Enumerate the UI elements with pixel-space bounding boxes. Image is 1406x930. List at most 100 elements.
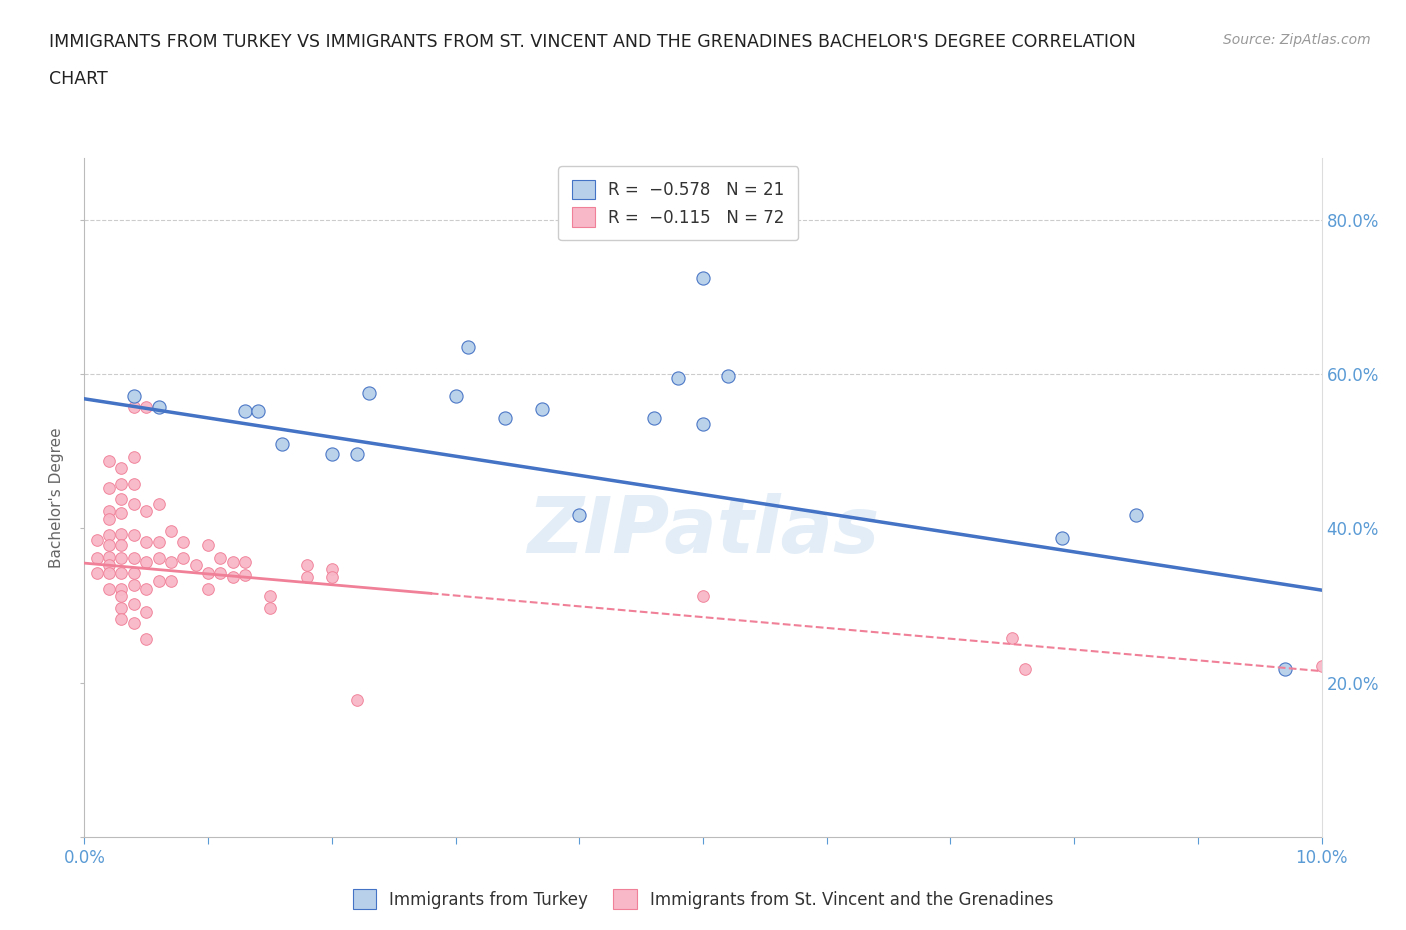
- Point: [692, 271, 714, 286]
- Point: [110, 460, 132, 475]
- Point: [666, 370, 689, 385]
- Point: [568, 507, 591, 522]
- Point: [148, 574, 170, 589]
- Point: [122, 389, 145, 404]
- Point: [444, 389, 467, 404]
- Point: [357, 386, 380, 401]
- Point: [1125, 507, 1147, 522]
- Point: [110, 538, 132, 552]
- Point: [531, 402, 554, 417]
- Text: IMMIGRANTS FROM TURKEY VS IMMIGRANTS FROM ST. VINCENT AND THE GRENADINES BACHELO: IMMIGRANTS FROM TURKEY VS IMMIGRANTS FRO…: [49, 33, 1136, 50]
- Point: [160, 524, 183, 538]
- Text: Source: ZipAtlas.com: Source: ZipAtlas.com: [1223, 33, 1371, 46]
- Point: [295, 569, 318, 584]
- Point: [321, 562, 343, 577]
- Point: [122, 551, 145, 565]
- Point: [135, 554, 157, 569]
- Point: [184, 558, 207, 573]
- Point: [1050, 530, 1073, 545]
- Point: [246, 404, 269, 418]
- Point: [122, 596, 145, 611]
- Point: [1014, 661, 1036, 676]
- Point: [98, 581, 121, 596]
- Point: [692, 589, 714, 604]
- Point: [457, 339, 479, 354]
- Point: [222, 569, 245, 584]
- Point: [110, 506, 132, 521]
- Point: [148, 535, 170, 550]
- Point: [259, 589, 281, 604]
- Point: [110, 581, 132, 596]
- Point: [643, 411, 665, 426]
- Point: [321, 446, 343, 461]
- Point: [110, 551, 132, 565]
- Y-axis label: Bachelor's Degree: Bachelor's Degree: [49, 427, 65, 568]
- Point: [135, 504, 157, 519]
- Point: [98, 527, 121, 542]
- Point: [295, 558, 318, 573]
- Point: [122, 578, 145, 592]
- Point: [135, 399, 157, 414]
- Point: [86, 565, 108, 580]
- Point: [98, 504, 121, 519]
- Point: [271, 436, 294, 451]
- Point: [98, 565, 121, 580]
- Point: [98, 550, 121, 565]
- Point: [233, 567, 256, 582]
- Text: CHART: CHART: [49, 70, 108, 87]
- Point: [110, 589, 132, 604]
- Legend: Immigrants from Turkey, Immigrants from St. Vincent and the Grenadines: Immigrants from Turkey, Immigrants from …: [344, 881, 1062, 917]
- Point: [160, 554, 183, 569]
- Point: [110, 565, 132, 580]
- Point: [122, 527, 145, 542]
- Point: [135, 631, 157, 646]
- Point: [148, 497, 170, 512]
- Point: [209, 565, 232, 580]
- Point: [692, 417, 714, 432]
- Point: [122, 565, 145, 580]
- Point: [233, 404, 256, 418]
- Point: [1310, 658, 1333, 673]
- Point: [135, 604, 157, 619]
- Point: [110, 526, 132, 541]
- Text: ZIPatlas: ZIPatlas: [527, 494, 879, 569]
- Point: [259, 601, 281, 616]
- Point: [148, 551, 170, 565]
- Point: [86, 551, 108, 565]
- Point: [346, 692, 368, 707]
- Point: [110, 492, 132, 507]
- Point: [98, 481, 121, 496]
- Point: [209, 551, 232, 565]
- Point: [172, 535, 194, 550]
- Point: [135, 581, 157, 596]
- Point: [172, 551, 194, 565]
- Point: [197, 565, 219, 580]
- Point: [233, 554, 256, 569]
- Point: [1274, 661, 1296, 676]
- Point: [122, 476, 145, 491]
- Point: [122, 497, 145, 512]
- Point: [135, 535, 157, 550]
- Point: [98, 558, 121, 573]
- Point: [122, 399, 145, 414]
- Point: [222, 554, 245, 569]
- Point: [197, 538, 219, 552]
- Point: [717, 369, 740, 384]
- Point: [98, 538, 121, 552]
- Point: [122, 450, 145, 465]
- Point: [494, 411, 516, 426]
- Point: [110, 476, 132, 491]
- Point: [110, 612, 132, 627]
- Point: [1001, 631, 1024, 645]
- Point: [148, 399, 170, 414]
- Point: [86, 533, 108, 548]
- Point: [346, 446, 368, 461]
- Point: [110, 601, 132, 616]
- Point: [98, 453, 121, 468]
- Point: [197, 581, 219, 596]
- Point: [160, 574, 183, 589]
- Point: [321, 569, 343, 584]
- Point: [98, 512, 121, 526]
- Point: [122, 615, 145, 630]
- Legend: R =  −0.578   N = 21, R =  −0.115   N = 72: R = −0.578 N = 21, R = −0.115 N = 72: [558, 166, 799, 240]
